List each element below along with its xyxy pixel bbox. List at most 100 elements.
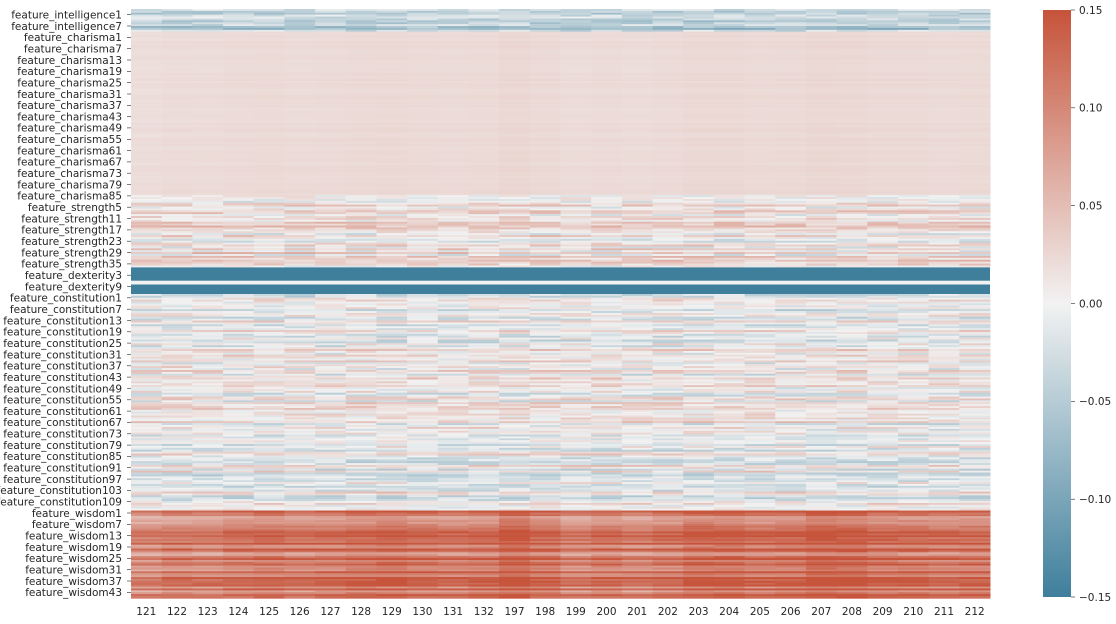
heatmap-cell [621,162,654,166]
heatmap-cell [805,10,838,14]
heatmap-cell [315,254,347,257]
heatmap-cell [683,134,715,137]
heatmap-cell [560,261,592,265]
heatmap-cell [560,41,592,44]
heatmap-cell [959,10,991,14]
heatmap-cell [529,204,561,208]
heatmap-cell [591,219,623,223]
heatmap-cell [253,297,285,301]
heatmap-cell [744,66,776,69]
heatmap-cell [345,339,377,343]
heatmap-cell [775,98,807,101]
heatmap-cell [928,151,960,154]
heatmap-cell [959,48,991,52]
heatmap-cell [345,257,377,261]
heatmap-cell [652,248,684,251]
heatmap-cell [315,18,347,21]
heatmap-cell [407,246,439,249]
heatmap-cell [253,66,285,69]
heatmap-cell [407,318,439,322]
heatmap-cell [897,237,930,240]
heatmap-cell [652,311,684,314]
heatmap-cell [775,64,807,67]
heatmap-cell [621,170,654,173]
heatmap-cell [192,43,224,46]
heatmap-cell [959,69,991,73]
heatmap-cell [897,261,930,265]
heatmap-cell [131,202,163,206]
heatmap-cell [897,71,930,75]
heatmap-cell [744,128,776,132]
heatmap-cell [683,225,715,229]
heatmap-cell [744,60,776,63]
heatmap-cell [836,330,868,333]
heatmap-cell [744,183,776,187]
heatmap-cell [376,358,408,362]
heatmap-cell [867,229,899,232]
heatmap-cell [560,244,592,248]
heatmap-cell [284,360,316,363]
heatmap-cell [959,199,991,202]
heatmap-cell [867,157,899,160]
heatmap-cell [683,81,715,84]
heatmap-cell [713,223,746,227]
heatmap-cell [253,309,285,312]
heatmap-cell [284,96,316,99]
heatmap-cell [345,157,377,160]
heatmap-cell [192,155,224,158]
heatmap-cell [836,73,868,77]
heatmap-cell [713,309,746,312]
heatmap-cell [284,333,316,337]
heatmap-cell [775,124,807,128]
heatmap-cell [959,200,991,204]
heatmap-cell [315,48,347,52]
heatmap-cell [223,28,255,31]
heatmap-cell [253,261,285,265]
heatmap-cell [744,115,776,118]
heatmap-cell [775,168,807,172]
heatmap-cell [253,52,285,56]
heatmap-cell [192,212,224,215]
heatmap-cell [284,349,316,352]
heatmap-cell [499,79,531,82]
heatmap-cell [407,347,439,350]
heatmap-cell [959,303,991,306]
heatmap-cell [315,333,347,337]
heatmap-cell [744,328,776,331]
heatmap-cell [437,322,469,325]
heatmap-cell [529,128,561,132]
heatmap-cell [591,153,623,156]
heatmap-cell [959,254,991,257]
heatmap-row-dexterity [131,286,990,289]
heatmap-cell [468,358,500,362]
heatmap-cell [315,320,347,324]
heatmap-cell [376,155,408,158]
heatmap-cell [499,341,531,344]
heatmap-cell [560,149,592,153]
heatmap-cell [928,140,960,143]
heatmap-cell [345,210,377,213]
heatmap-cell [928,39,960,42]
heatmap-cell [897,138,930,141]
heatmap-cell [345,256,377,259]
heatmap-cell [867,86,899,90]
heatmap-cell [131,151,163,154]
heatmap-cell [284,126,316,130]
heatmap-cell [591,71,623,75]
heatmap-cell [437,35,469,39]
heatmap-cell [437,295,469,299]
heatmap-cell [560,164,592,168]
heatmap-cell [192,210,224,213]
heatmap-cell [499,347,531,350]
heatmap-cell [499,47,531,50]
heatmap-cell [560,92,592,96]
heatmap-cell [499,221,531,225]
heatmap-cell [897,75,930,78]
heatmap-cell [591,35,623,39]
heatmap-cell [775,145,807,149]
heatmap-cell [713,172,746,175]
heatmap-cell [315,130,347,134]
heatmap-cell [683,128,715,132]
heatmap-cell [713,9,746,12]
heatmap-cell [683,259,715,263]
